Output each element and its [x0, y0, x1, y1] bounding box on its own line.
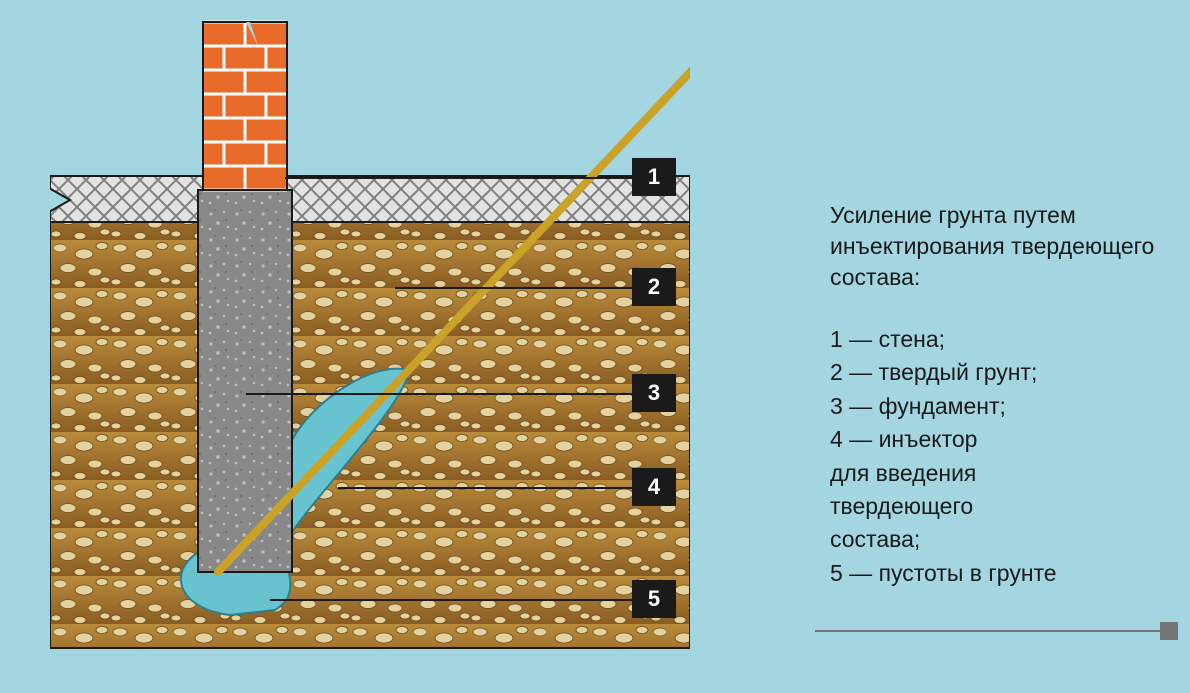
diagram-illustration — [50, 0, 690, 688]
legend-item-4: для введения — [830, 457, 1170, 490]
legend-items: 1 — стена;2 — твердый грунт;3 — фундамен… — [830, 323, 1170, 590]
callout-number-3: 3 — [632, 374, 676, 412]
legend-panel: Усиление грунта путем инъектирования тве… — [830, 200, 1170, 590]
callout-number-1: 1 — [632, 158, 676, 196]
callout-number-2: 2 — [632, 268, 676, 306]
legend-item-6: состава; — [830, 523, 1170, 556]
legend-item-5: твердеющего — [830, 490, 1170, 523]
brick-wall — [203, 22, 287, 190]
legend-item-1: 2 — твердый грунт; — [830, 356, 1170, 389]
callout-line-5 — [270, 599, 632, 601]
ground-strip — [50, 176, 690, 222]
legend-item-2: 3 — фундамент; — [830, 390, 1170, 423]
callout-line-2 — [395, 287, 632, 289]
callout-line-3 — [246, 393, 632, 395]
callout-line-4 — [338, 487, 632, 489]
callout-number-4: 4 — [632, 468, 676, 506]
legend-underline-end — [1160, 622, 1178, 640]
callout-line-1 — [285, 177, 632, 179]
legend-item-3: 4 — инъектор — [830, 423, 1170, 456]
foundation-block — [198, 190, 292, 572]
callout-number-5: 5 — [632, 580, 676, 618]
legend-underline — [815, 630, 1160, 632]
legend-title: Усиление грунта путем инъектирования тве… — [830, 200, 1170, 293]
legend-item-7: 5 — пустоты в грунте — [830, 557, 1170, 590]
legend-item-0: 1 — стена; — [830, 323, 1170, 356]
